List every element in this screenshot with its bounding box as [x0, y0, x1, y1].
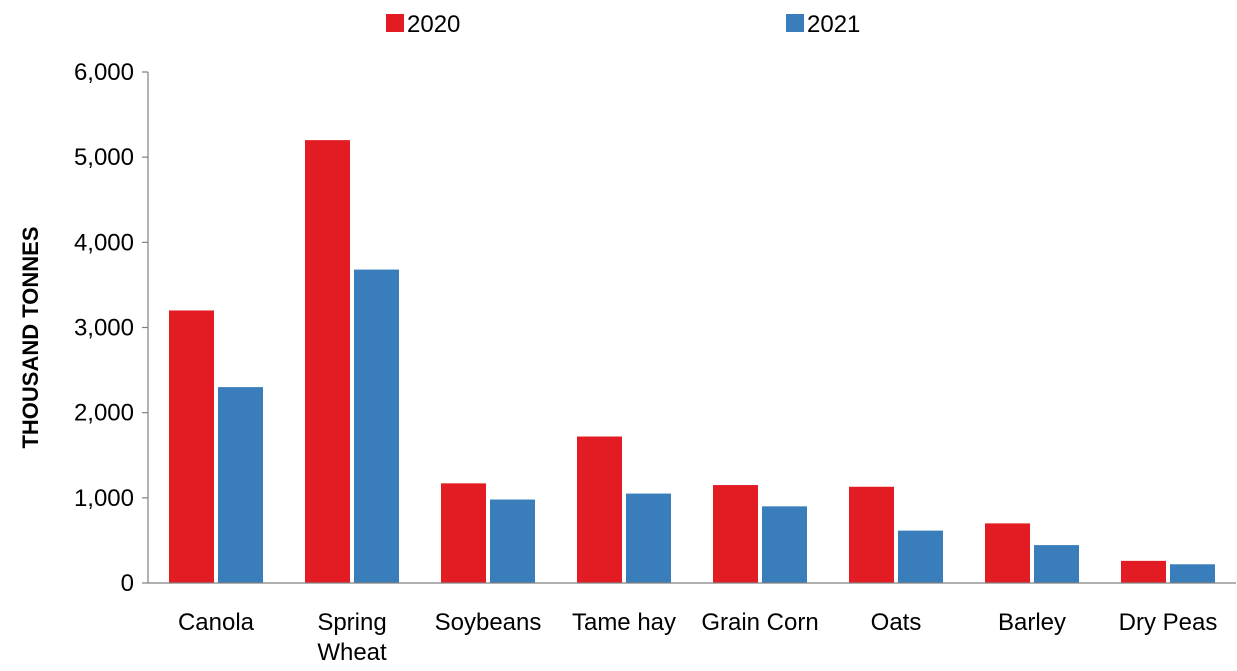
bar-2020-canola — [169, 310, 214, 583]
bar-2020-oats — [849, 486, 894, 583]
x-tick-label: Spring Wheat — [317, 609, 387, 666]
x-tick-label: Canola — [178, 609, 255, 636]
y-axis-label: THOUSAND TONNES — [18, 226, 43, 448]
x-tick-label: Oats — [871, 609, 922, 636]
y-tick-label: 4,000 — [74, 229, 134, 256]
x-tick-label: Grain Corn — [701, 609, 818, 636]
bar-2021-dry-peas — [1170, 564, 1215, 583]
y-tick-label: 1,000 — [74, 485, 134, 512]
bar-2021-canola — [218, 387, 263, 583]
x-axis-ticks: Canola Spring Wheat Soybeans Tame hay Grain C… — [178, 609, 1217, 666]
x-tick-label: Barley — [998, 609, 1066, 636]
bar-2020-soybeans — [441, 483, 486, 583]
legend-label-2020: 2020 — [407, 11, 460, 38]
bar-2021-grain-corn — [762, 506, 807, 583]
legend-swatch-2020 — [386, 14, 404, 32]
x-tick-label: Soybeans — [435, 609, 542, 636]
bar-2021-spring-wheat — [354, 269, 399, 583]
bars — [169, 140, 1215, 583]
y-tick-label: 2,000 — [74, 400, 134, 427]
y-tick-label: 3,000 — [74, 315, 134, 342]
bar-2020-grain-corn — [713, 485, 758, 583]
bar-2021-tame-hay — [626, 493, 671, 583]
legend-label-2021: 2021 — [807, 11, 860, 38]
bar-2020-barley — [985, 523, 1030, 583]
y-tick-label: 5,000 — [74, 144, 134, 171]
bar-2020-spring-wheat — [305, 140, 350, 583]
y-tick-label: 6,000 — [74, 59, 134, 86]
y-tick-label: 0 — [121, 570, 134, 597]
bar-2021-oats — [898, 530, 943, 583]
x-tick-label: Dry Peas — [1119, 609, 1218, 636]
bar-2021-barley — [1034, 545, 1079, 583]
legend: 2020 2021 — [386, 11, 860, 38]
x-tick-label: Tame hay — [572, 609, 676, 636]
bar-2021-soybeans — [490, 499, 535, 583]
bar-2020-dry-peas — [1121, 560, 1166, 583]
y-axis-ticks: 0 1,000 2,000 3,000 4,000 5,000 6,000 — [74, 59, 148, 597]
bar-2020-tame-hay — [577, 436, 622, 583]
legend-swatch-2021 — [786, 14, 804, 32]
